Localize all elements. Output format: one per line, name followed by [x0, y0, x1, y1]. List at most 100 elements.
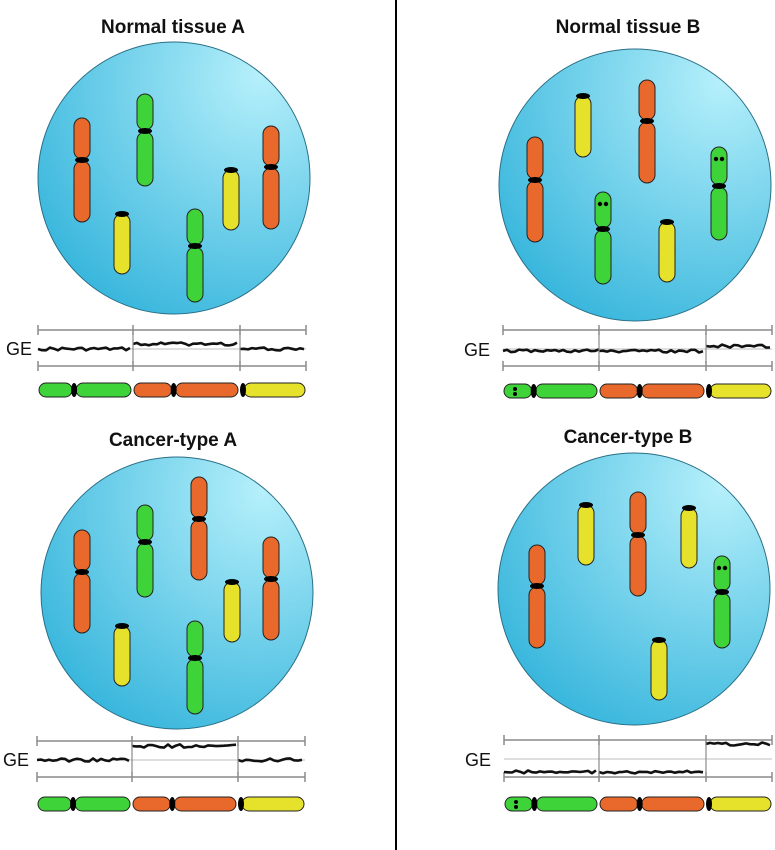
segment-bracket-row: [503, 772, 773, 782]
yellow-genome-segment: [706, 383, 772, 399]
orange-chromosome: [638, 79, 656, 184]
centromere: [188, 243, 202, 249]
chromosome-arm: [262, 167, 280, 230]
yellow-chromosome: [223, 579, 241, 643]
segment-arm: [75, 382, 132, 398]
ge-label: GE: [3, 750, 29, 770]
genome-bar: [503, 383, 772, 399]
centromere: [264, 164, 278, 170]
centromere: [715, 589, 729, 595]
yellow-chromosome: [680, 505, 698, 569]
mutation-dot: [719, 156, 725, 162]
chromosome-arm: [190, 476, 208, 519]
chromosome-arm: [262, 125, 280, 167]
green-genome-segment: [504, 796, 598, 812]
chromosome-arm: [574, 95, 592, 158]
mutation-dot: [513, 392, 517, 396]
centromere: [70, 797, 77, 811]
centromere: [652, 637, 666, 643]
chromosome-arm: [113, 625, 131, 687]
segment-arm: [37, 796, 72, 812]
segment-arm: [641, 796, 705, 812]
chromosome-arm: [638, 79, 656, 121]
expression-level-high: [131, 743, 237, 749]
centromere: [712, 183, 726, 189]
segment-arm: [709, 383, 772, 399]
yellow-chromosome: [658, 219, 676, 283]
chromosome-arm: [73, 160, 91, 223]
centromere: [238, 797, 244, 811]
yellow-chromosome: [577, 502, 595, 566]
green-genome-segment: [37, 796, 131, 812]
centromere: [115, 211, 129, 217]
cell-chromosomes: [73, 476, 280, 715]
segment-arm: [503, 383, 533, 399]
gene-expression-track: [37, 325, 307, 371]
chromosome-arm: [526, 180, 544, 243]
chromosome-arm: [526, 136, 544, 180]
centromere: [138, 128, 152, 134]
centromere: [188, 655, 202, 661]
gene-expression-track: [503, 735, 773, 782]
segment-arm: [535, 796, 598, 812]
segment-bracket-row: [36, 736, 306, 746]
segment-arm: [709, 796, 772, 812]
cell: [37, 41, 311, 315]
centromere: [631, 532, 645, 538]
segment-arm: [132, 796, 171, 812]
centromere: [706, 384, 712, 398]
chromosome-arm: [528, 544, 546, 586]
chromosome-arm: [136, 542, 154, 598]
orange-chromosome: [73, 117, 91, 223]
centromere: [682, 505, 696, 511]
gene-expression-track: [36, 736, 306, 782]
centromere: [528, 177, 542, 183]
chromosome-arm: [262, 536, 280, 579]
mutation-dot: [513, 387, 517, 391]
panel-title: Normal tissue A: [101, 17, 245, 38]
genome-bar: [37, 796, 305, 812]
yellow-chromosome: [113, 211, 131, 275]
centromere: [170, 383, 177, 397]
panel-normal-a: Normal tissue A GE: [6, 17, 311, 398]
chromosome-arm: [594, 229, 612, 285]
centromere: [530, 384, 537, 398]
centromere: [531, 797, 538, 811]
chromosome-arm: [186, 658, 204, 715]
centromere: [224, 167, 238, 173]
green-genome-segment: [38, 382, 132, 398]
centromere: [169, 797, 176, 811]
centromere: [640, 118, 654, 124]
orange-genome-segment: [133, 382, 239, 398]
chromosome-arm: [73, 117, 91, 160]
cell-chromosomes: [526, 79, 728, 285]
chromosome-arm: [528, 586, 546, 649]
mutation-dot: [514, 800, 518, 804]
centromere: [75, 569, 89, 575]
yellow-chromosome: [574, 93, 592, 158]
cell-chromosomes: [73, 93, 280, 303]
yellow-genome-segment: [706, 796, 772, 812]
chromosome-arm: [713, 555, 731, 592]
centromere: [192, 516, 206, 522]
orange-genome-segment: [132, 796, 237, 812]
centromere: [240, 383, 246, 397]
centromere: [706, 797, 712, 811]
yellow-chromosome: [222, 167, 240, 231]
chromosome-arm: [262, 579, 280, 641]
panel-title: Cancer-type B: [564, 427, 693, 448]
yellow-chromosome: [650, 637, 668, 701]
ge-label: GE: [464, 340, 490, 360]
expression-level-raised: [705, 343, 771, 349]
panel-cancer-b: Cancer-type B GE: [465, 427, 773, 812]
orange-genome-segment: [599, 796, 705, 812]
expression-level-baseline: [37, 346, 131, 352]
mutation-dot: [514, 805, 518, 809]
yellow-genome-segment: [240, 382, 306, 398]
orange-chromosome: [262, 536, 280, 641]
green-genome-segment: [503, 383, 598, 399]
mutation-dot: [713, 156, 719, 162]
chromosome-arm: [638, 121, 656, 184]
centromere: [115, 623, 129, 629]
expression-level-baseline: [502, 348, 600, 354]
